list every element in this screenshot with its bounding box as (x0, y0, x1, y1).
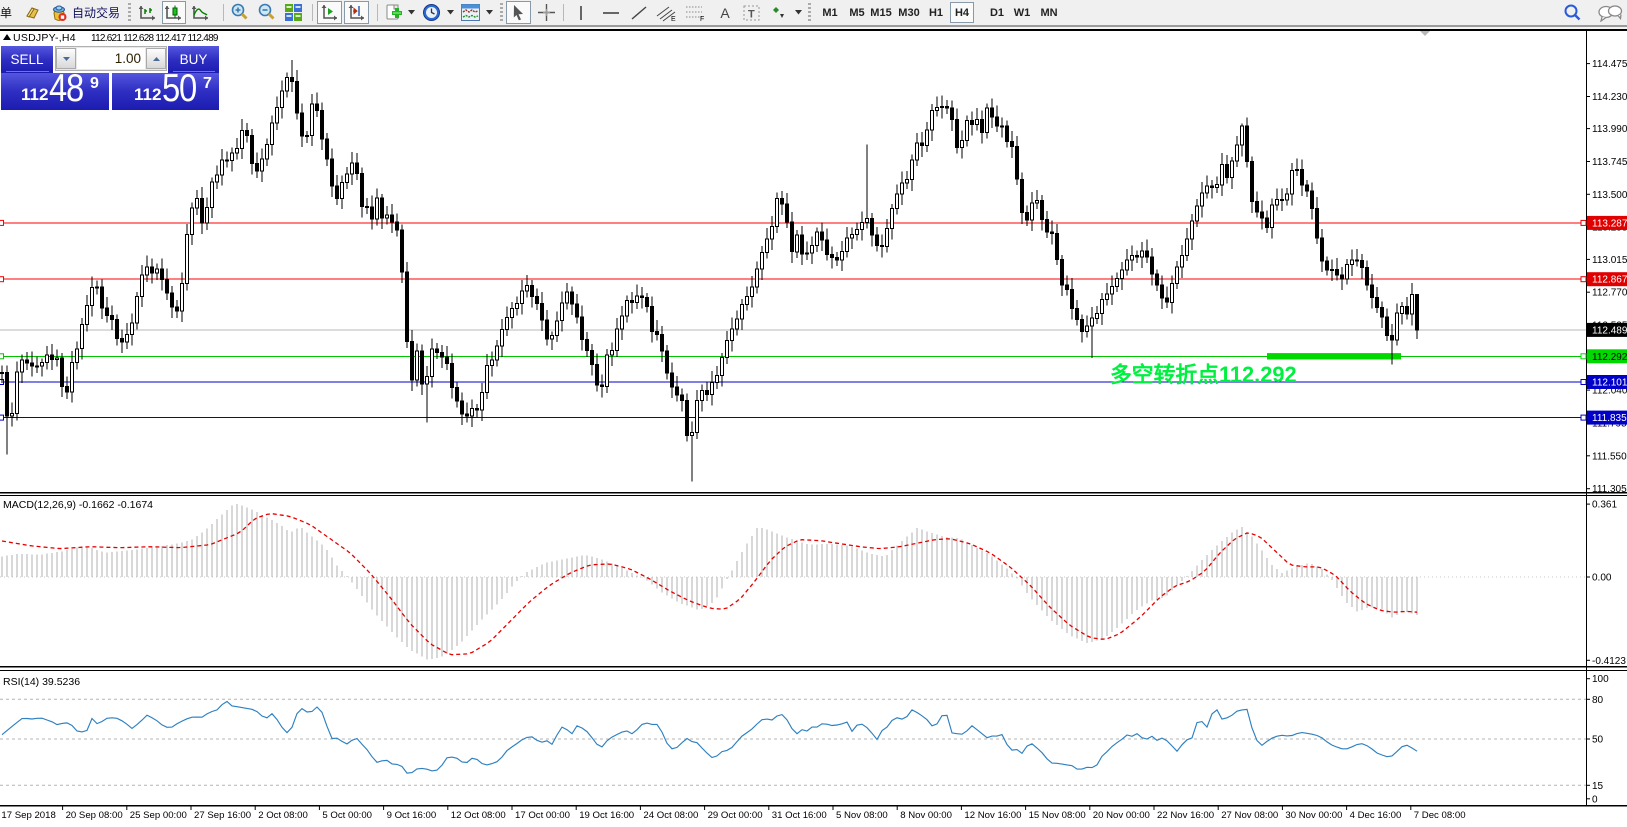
svg-text:5 Oct 00:00: 5 Oct 00:00 (322, 810, 372, 821)
svg-text:27 Nov 08:00: 27 Nov 08:00 (1221, 810, 1278, 821)
svg-text:29 Oct 00:00: 29 Oct 00:00 (708, 810, 763, 821)
svg-text:112.770: 112.770 (1592, 288, 1627, 299)
svg-text:4 Dec 16:00: 4 Dec 16:00 (1350, 810, 1402, 821)
svg-text:113.500: 113.500 (1592, 190, 1627, 201)
svg-text:0.00: 0.00 (1592, 573, 1612, 584)
svg-text:24 Oct 08:00: 24 Oct 08:00 (643, 810, 698, 821)
svg-text:112.292: 112.292 (1592, 352, 1627, 363)
svg-text:50: 50 (1592, 735, 1604, 746)
svg-text:112.040: 112.040 (1592, 386, 1627, 397)
svg-text:111.305: 111.305 (1592, 484, 1627, 495)
svg-text:0.361: 0.361 (1592, 500, 1617, 511)
svg-text:15: 15 (1592, 781, 1604, 792)
svg-text:2 Oct 08:00: 2 Oct 08:00 (258, 810, 308, 821)
svg-text:113.990: 113.990 (1592, 124, 1627, 135)
svg-text:112.489: 112.489 (1592, 325, 1627, 336)
svg-text:USDJPY-,H4: USDJPY-,H4 (13, 32, 76, 44)
svg-text:MACD(12,26,9) -0.1662 -0.1674: MACD(12,26,9) -0.1662 -0.1674 (3, 499, 153, 511)
svg-text:E: E (671, 16, 676, 22)
svg-text:30 Nov 00:00: 30 Nov 00:00 (1285, 810, 1342, 821)
svg-text:多空转折点112.292: 多空转折点112.292 (1110, 362, 1297, 387)
svg-text:0: 0 (1592, 794, 1598, 805)
svg-text:111.550: 111.550 (1592, 451, 1627, 462)
svg-text:100: 100 (1592, 674, 1609, 685)
svg-text:113.015: 113.015 (1592, 255, 1627, 266)
svg-text:-0.4123: -0.4123 (1592, 656, 1626, 667)
svg-text:15 Nov 08:00: 15 Nov 08:00 (1029, 810, 1086, 821)
svg-text:9 Oct 16:00: 9 Oct 16:00 (387, 810, 437, 821)
svg-text:17 Oct 00:00: 17 Oct 00:00 (515, 810, 570, 821)
svg-text:7 Dec 08:00: 7 Dec 08:00 (1414, 810, 1466, 821)
svg-text:20 Sep 08:00: 20 Sep 08:00 (66, 810, 123, 821)
svg-text:112.621 112.628 112.417 112.48: 112.621 112.628 112.417 112.489 (91, 33, 219, 44)
svg-text:31 Oct 16:00: 31 Oct 16:00 (772, 810, 827, 821)
svg-text:T: T (748, 8, 755, 20)
svg-text:27 Sep 16:00: 27 Sep 16:00 (194, 810, 251, 821)
svg-text:22 Nov 16:00: 22 Nov 16:00 (1157, 810, 1214, 821)
svg-text:113.745: 113.745 (1592, 157, 1627, 168)
svg-text:12 Nov 16:00: 12 Nov 16:00 (964, 810, 1021, 821)
svg-text:12 Oct 08:00: 12 Oct 08:00 (451, 810, 506, 821)
svg-text:20 Nov 00:00: 20 Nov 00:00 (1093, 810, 1150, 821)
svg-text:5 Nov 08:00: 5 Nov 08:00 (836, 810, 888, 821)
svg-text:112.101: 112.101 (1592, 378, 1627, 389)
svg-text:112.867: 112.867 (1592, 275, 1627, 286)
svg-text:19 Oct 16:00: 19 Oct 16:00 (579, 810, 634, 821)
svg-text:111.835: 111.835 (1592, 413, 1627, 424)
svg-text:F: F (700, 16, 704, 22)
svg-text:8 Nov 00:00: 8 Nov 00:00 (900, 810, 952, 821)
svg-text:114.230: 114.230 (1592, 92, 1627, 103)
svg-text:25 Sep 00:00: 25 Sep 00:00 (130, 810, 187, 821)
svg-text:17 Sep 2018: 17 Sep 2018 (1, 810, 55, 821)
svg-text:80: 80 (1592, 695, 1604, 706)
svg-text:113.287: 113.287 (1592, 218, 1627, 229)
svg-text:RSI(14) 39.5236: RSI(14) 39.5236 (3, 676, 80, 688)
svg-text:114.475: 114.475 (1592, 59, 1627, 70)
